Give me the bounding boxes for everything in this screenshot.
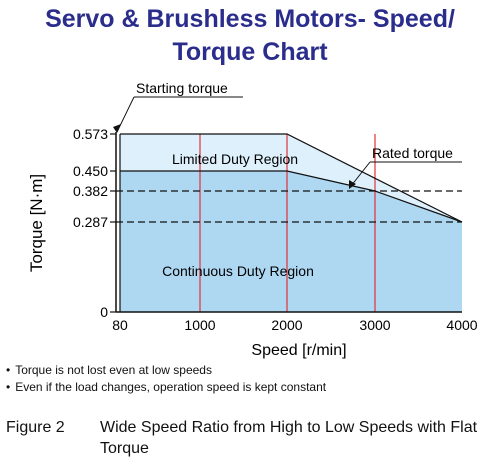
starting-torque-arrowhead [113,124,121,133]
y-tick-label-4: 0.573 [73,126,108,142]
note-item: Even if the load changes, operation spee… [6,379,326,396]
chart-title-line-1: Servo & Brushless Motors- Speed/ [45,5,455,33]
rated-torque-arrowhead [349,180,356,189]
x-tick-label-0: 80 [112,317,128,333]
continuous-duty-area [120,171,462,312]
limited-duty-label: Limited Duty Region [172,151,298,167]
note-item: Torque is not lost even at low speeds [6,362,326,379]
y-tick-label-3: 0.450 [73,163,108,179]
notes-list: Torque is not lost even at low speeds Ev… [6,362,326,396]
starting-torque-label: Starting torque [136,80,228,96]
y-tick-label-0: 0 [100,304,108,320]
x-tick-label-2: 2000 [271,317,302,333]
chart-title-line-2: Torque Chart [172,38,328,66]
y-axis-label: Torque [N·m] [27,174,46,272]
limited-duty-boundary [120,133,463,223]
rated-torque-leader [350,161,371,187]
rated-torque-line [120,170,463,223]
y-tick-label-1: 0.287 [73,214,108,230]
rated-torque-label: Rated torque [372,145,453,161]
continuous-duty-label: Continuous Duty Region [162,263,314,279]
x-tick-label-4: 4000 [446,317,477,333]
x-axis-label: Speed [r/min] [251,342,346,359]
x-tick-label-1: 1000 [184,317,215,333]
x-tick-label-3: 3000 [359,317,390,333]
y-tick-label-2: 0.382 [73,183,108,199]
figure-label: Figure 2 [6,419,65,436]
figure-caption-text: Wide Speed Ratio from High to Low Speeds… [100,419,478,457]
